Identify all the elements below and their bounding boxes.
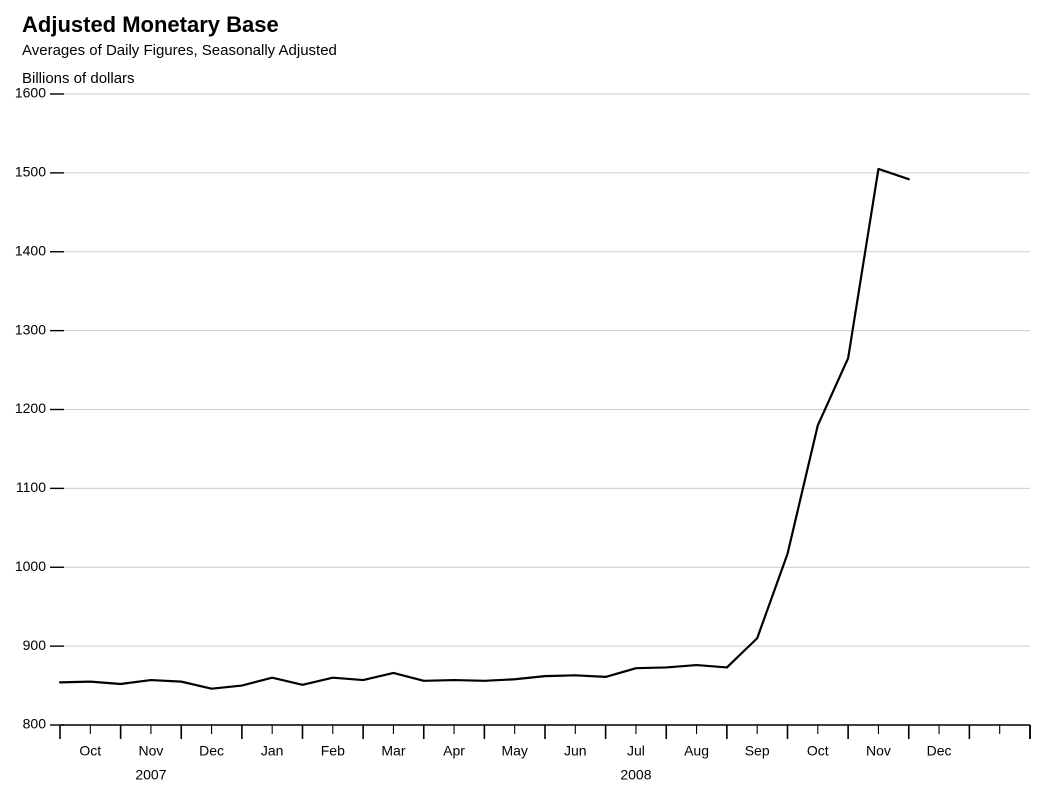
x-tick-label: May — [501, 742, 527, 758]
y-tick-label: 1100 — [16, 479, 46, 495]
x-tick-label: Dec — [927, 742, 952, 758]
x-tick-label: Nov — [138, 742, 163, 758]
x-year-label: 2008 — [620, 766, 651, 782]
x-tick-label: Mar — [381, 742, 405, 758]
chart-svg: 800 900 1000 1100 1200 1300 1400 1500 1600 Oct Nov… — [0, 0, 1061, 811]
y-tick-label: 1400 — [15, 242, 46, 258]
x-tick-label: Aug — [684, 742, 709, 758]
x-year-label: 2007 — [135, 766, 166, 782]
x-tick-label: Apr — [443, 742, 465, 758]
y-tick-label: 1500 — [15, 164, 46, 180]
x-tick-label: Oct — [807, 742, 829, 758]
x-tick-label: Jun — [564, 742, 587, 758]
x-tick-label: Jul — [627, 742, 645, 758]
x-tick-label: Feb — [321, 742, 345, 758]
x-tick-label: Oct — [79, 742, 101, 758]
x-tick-label: Nov — [866, 742, 891, 758]
y-tick-label: 900 — [23, 637, 47, 653]
y-tick-label: 1600 — [15, 85, 46, 101]
y-tick-label: 800 — [23, 716, 47, 732]
y-tick-label: 1300 — [15, 321, 46, 337]
y-tick-label: 1200 — [15, 400, 46, 416]
x-tick-label: Jan — [261, 742, 284, 758]
x-tick-label: Dec — [199, 742, 224, 758]
chart-container: Adjusted Monetary Base Averages of Daily… — [0, 0, 1061, 811]
y-tick-label: 1000 — [15, 558, 46, 574]
data-line — [60, 169, 909, 689]
x-tick-label: Sep — [745, 742, 770, 758]
